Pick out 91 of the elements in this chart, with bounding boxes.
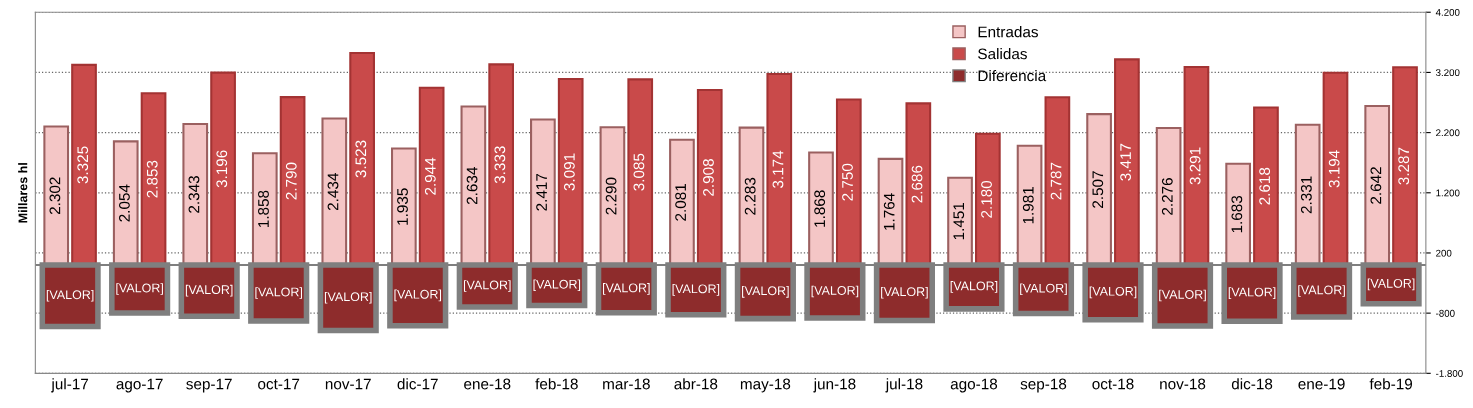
data-label: 3.333 bbox=[494, 146, 506, 184]
x-tick-label: oct-17 bbox=[258, 378, 300, 390]
data-label: 3.196 bbox=[216, 150, 228, 188]
data-label: 3.085 bbox=[633, 153, 645, 191]
data-label: 2.290 bbox=[605, 177, 617, 215]
data-label: [VALOR] bbox=[394, 289, 442, 302]
data-label: 3.091 bbox=[563, 153, 575, 191]
data-label: [VALOR] bbox=[1367, 278, 1415, 291]
data-label: [VALOR] bbox=[881, 286, 928, 299]
data-label: 2.787 bbox=[1050, 162, 1062, 200]
data-label: 2.642 bbox=[1370, 167, 1382, 204]
data-label: 2.180 bbox=[981, 180, 992, 218]
data-label: 2.507 bbox=[1092, 171, 1104, 208]
data-label: 1.868 bbox=[814, 190, 826, 227]
x-tick-label: nov-18 bbox=[1160, 378, 1206, 390]
data-label: [VALOR] bbox=[324, 291, 372, 304]
y-axis-title: Millares hl bbox=[18, 163, 28, 223]
data-label: [VALOR] bbox=[533, 279, 581, 292]
data-label: [VALOR] bbox=[811, 285, 859, 298]
data-label: 2.302 bbox=[49, 177, 61, 215]
x-tick-label: jul-17 bbox=[51, 378, 89, 393]
data-label: 2.331 bbox=[1300, 176, 1312, 214]
data-label: [VALOR] bbox=[46, 289, 94, 302]
y-tick-label: 2.200 bbox=[1436, 129, 1460, 137]
data-label: 2.343 bbox=[188, 176, 200, 213]
y-tick-label: -800 bbox=[1436, 309, 1455, 317]
data-label: 2.276 bbox=[1161, 178, 1173, 215]
data-label: 3.523 bbox=[355, 140, 367, 178]
data-label: 2.908 bbox=[703, 159, 714, 196]
data-label: 3.174 bbox=[772, 150, 784, 189]
data-label: [VALOR] bbox=[1228, 287, 1276, 299]
data-label: 3.325 bbox=[77, 146, 89, 184]
data-label: [VALOR] bbox=[603, 283, 650, 295]
data-label: 2.434 bbox=[327, 173, 339, 211]
data-label: [VALOR] bbox=[463, 280, 511, 292]
data-label: [VALOR] bbox=[742, 285, 789, 298]
x-tick-label: ago-17 bbox=[116, 378, 163, 393]
x-tick-label: may-18 bbox=[740, 378, 791, 393]
data-label: [VALOR] bbox=[1089, 286, 1137, 299]
y-tick-label: 3.200 bbox=[1435, 69, 1460, 77]
x-tick-label: dic-18 bbox=[1231, 378, 1273, 390]
data-label: 1.764 bbox=[883, 193, 895, 230]
data-label: [VALOR] bbox=[1159, 289, 1206, 302]
y-tick-label: 1.200 bbox=[1436, 189, 1460, 197]
data-label: 1.981 bbox=[1022, 187, 1034, 224]
data-label: 2.634 bbox=[466, 167, 478, 205]
data-label: 2.790 bbox=[285, 162, 297, 200]
legend-label: Diferencia bbox=[978, 69, 1047, 82]
data-label: 1.935 bbox=[397, 188, 408, 225]
data-label: 2.618 bbox=[1259, 167, 1271, 205]
y-tick-label: 200 bbox=[1436, 249, 1452, 257]
data-label: 1.683 bbox=[1231, 195, 1243, 233]
data-label: 2.853 bbox=[146, 160, 158, 198]
data-label: 2.750 bbox=[842, 163, 853, 201]
data-label: [VALOR] bbox=[116, 283, 163, 295]
x-tick-label: jul-18 bbox=[885, 378, 923, 393]
data-label: 3.194 bbox=[1328, 150, 1340, 188]
x-tick-label: abr-18 bbox=[674, 378, 718, 390]
data-label: 2.686 bbox=[911, 165, 923, 203]
data-label: 2.054 bbox=[119, 184, 130, 222]
x-tick-label: ene-19 bbox=[1298, 378, 1345, 390]
y-tick-label: -1.800 bbox=[1436, 370, 1463, 377]
x-tick-label: feb-18 bbox=[535, 378, 578, 390]
data-label: 1.858 bbox=[258, 190, 269, 228]
x-tick-label: sep-17 bbox=[186, 378, 232, 393]
x-tick-label: dic-17 bbox=[397, 378, 438, 390]
data-label: [VALOR] bbox=[185, 284, 233, 297]
data-label: 3.291 bbox=[1189, 147, 1201, 185]
data-label: 2.417 bbox=[536, 173, 547, 211]
data-label: 2.283 bbox=[744, 177, 756, 215]
x-tick-label: feb-19 bbox=[1369, 378, 1413, 390]
data-label: [VALOR] bbox=[672, 284, 720, 296]
legend-label: Salidas bbox=[978, 48, 1027, 60]
data-label: [VALOR] bbox=[1298, 285, 1345, 297]
data-label: 2.081 bbox=[675, 184, 687, 221]
data-label: 2.944 bbox=[424, 157, 436, 195]
x-tick-label: ene-18 bbox=[464, 378, 511, 390]
data-label: 3.417 bbox=[1120, 143, 1132, 181]
x-tick-label: jun-18 bbox=[813, 378, 856, 393]
x-tick-label: ago-18 bbox=[950, 378, 998, 393]
data-label: 1.451 bbox=[953, 202, 965, 240]
x-tick-label: mar-18 bbox=[603, 378, 650, 390]
data-label: [VALOR] bbox=[1020, 283, 1067, 296]
x-tick-label: nov-17 bbox=[325, 378, 371, 390]
legend-label: Entradas bbox=[978, 26, 1038, 38]
data-label: [VALOR] bbox=[255, 287, 302, 299]
x-tick-label: sep-18 bbox=[1020, 378, 1067, 393]
y-tick-label: 4.200 bbox=[1435, 8, 1460, 16]
x-tick-label: oct-18 bbox=[1092, 378, 1134, 390]
data-label: 3.287 bbox=[1398, 147, 1410, 185]
data-label: [VALOR] bbox=[950, 281, 998, 293]
